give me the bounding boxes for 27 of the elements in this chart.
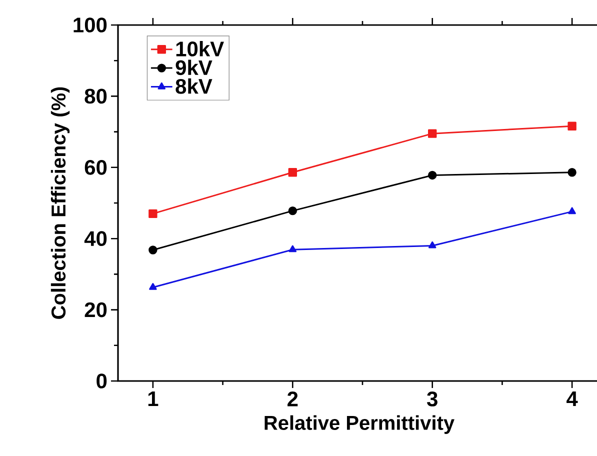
y-tick-label: 80 <box>84 88 107 104</box>
legend-label: 8kV <box>176 78 212 94</box>
legend-label: 10kV <box>176 40 224 56</box>
point <box>288 168 297 177</box>
x-tick-label: 1 <box>148 392 158 406</box>
y-tick-label: 100 <box>74 18 107 32</box>
point <box>288 206 297 216</box>
point <box>428 241 436 248</box>
point <box>568 122 576 130</box>
x-tick-label: 4 <box>566 392 578 406</box>
legend-label: 9kV <box>176 60 212 76</box>
point <box>149 283 157 290</box>
point <box>428 129 437 138</box>
point <box>568 168 576 177</box>
x-axis-title: Relative Permittivity <box>264 415 454 434</box>
point <box>148 246 158 254</box>
point <box>428 170 437 180</box>
y-axis-title: Collection Efficiency (%) <box>50 87 70 319</box>
y-tick-label: 60 <box>84 160 107 175</box>
y-tick-label: 40 <box>84 231 107 246</box>
y-tick-label: 20 <box>84 302 107 318</box>
point <box>148 209 158 218</box>
point <box>288 245 297 252</box>
x-tick-label: 3 <box>426 392 438 406</box>
x-tick-label: 2 <box>288 392 298 406</box>
y-tick-label: 0 <box>96 374 107 388</box>
point <box>568 207 576 214</box>
